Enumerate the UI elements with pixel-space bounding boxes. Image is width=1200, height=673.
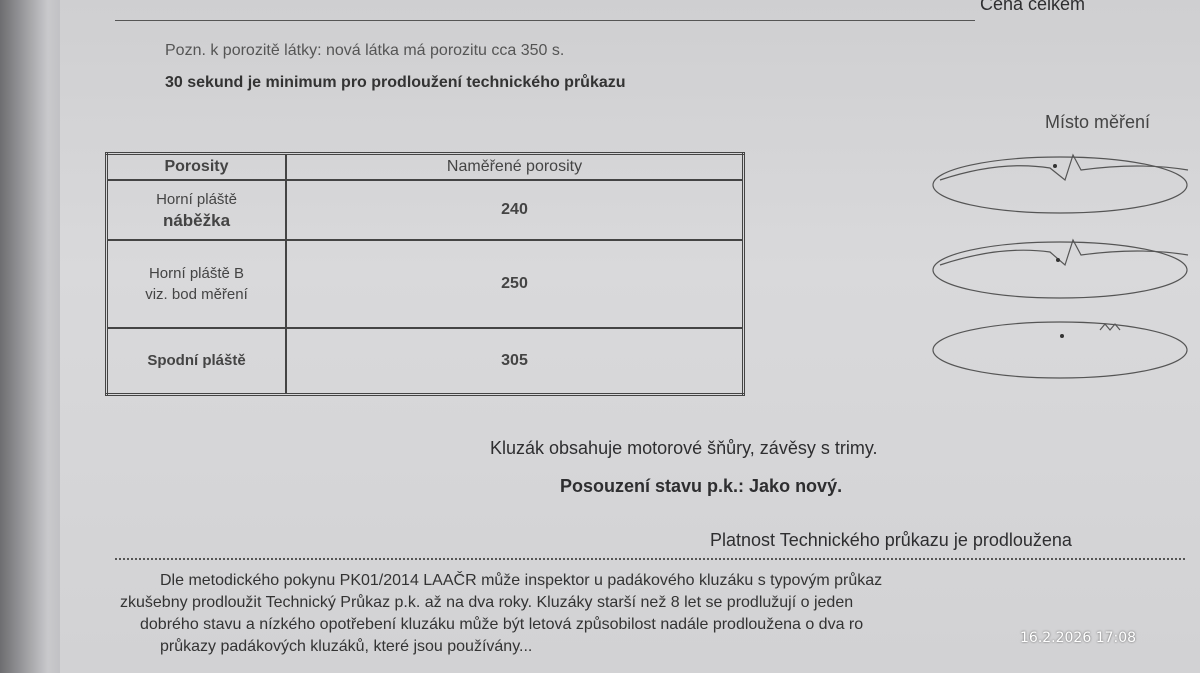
dotted-divider xyxy=(115,558,1185,560)
document-page: Cena celkem Pozn. k porozitě látky: nová… xyxy=(60,0,1200,673)
validity-text: Platnost Technického průkazu je prodlouž… xyxy=(710,530,1072,550)
table-header: Porosity Naměřené porosity xyxy=(105,152,745,181)
row-label: Spodní pláště xyxy=(105,327,287,395)
row-value: 240 xyxy=(285,179,745,241)
row-value: 250 xyxy=(285,239,745,329)
paragraph-line: průkazy padákových kluzáků, které jsou p… xyxy=(160,638,533,655)
row-label: Horní pláště B viz. bod měření xyxy=(105,239,287,329)
table-row: Horní pláště náběžka 240 xyxy=(105,179,745,241)
photo-timestamp: 16.2.2026 17:08 xyxy=(1020,630,1137,646)
minimum-note: 30 sekund je minimum pro prodloužení tec… xyxy=(165,74,626,91)
paragraph-line: dobrého stavu a nízkého opotřebení kluzá… xyxy=(140,616,864,633)
regulation-paragraph: Dle metodického pokynu PK01/2014 LAAČR m… xyxy=(120,570,1180,658)
label-line: Horní pláště xyxy=(156,190,237,208)
row-value: 305 xyxy=(285,327,745,395)
glider-measurement-diagram xyxy=(932,153,1189,379)
header-measured: Naměřené porosity xyxy=(285,152,745,181)
glider-contents: Kluzák obsahuje motorové šňůry, závěsy s… xyxy=(490,438,878,458)
divider xyxy=(115,20,975,21)
label-line: Horní pláště B xyxy=(148,265,245,282)
price-total-label: Cena celkem xyxy=(980,0,1086,14)
row-label: Horní pláště náběžka xyxy=(105,179,287,241)
paragraph-line: zkušebny prodloužit Technický Průkaz p.k… xyxy=(120,594,854,611)
header-porosity: Porosity xyxy=(105,152,287,181)
condition-assessment: Posouzení stavu p.k.: Jako nový. xyxy=(560,476,843,496)
porosity-note: Pozn. k porozitě látky: nová látka má po… xyxy=(165,42,565,59)
porosity-table: Porosity Naměřené porosity Horní pláště n… xyxy=(105,152,745,396)
paragraph-line: Dle metodického pokynu PK01/2014 LAAČR m… xyxy=(160,572,883,589)
label-line: viz. bod měření xyxy=(145,286,248,303)
diagram-title: Místo měření xyxy=(1045,112,1151,132)
label-line: náběžka xyxy=(162,210,231,230)
table-row: Spodní pláště 305 xyxy=(105,327,745,395)
label-line: Spodní pláště xyxy=(147,352,246,370)
table-row: Horní pláště B viz. bod měření 250 xyxy=(105,239,745,329)
